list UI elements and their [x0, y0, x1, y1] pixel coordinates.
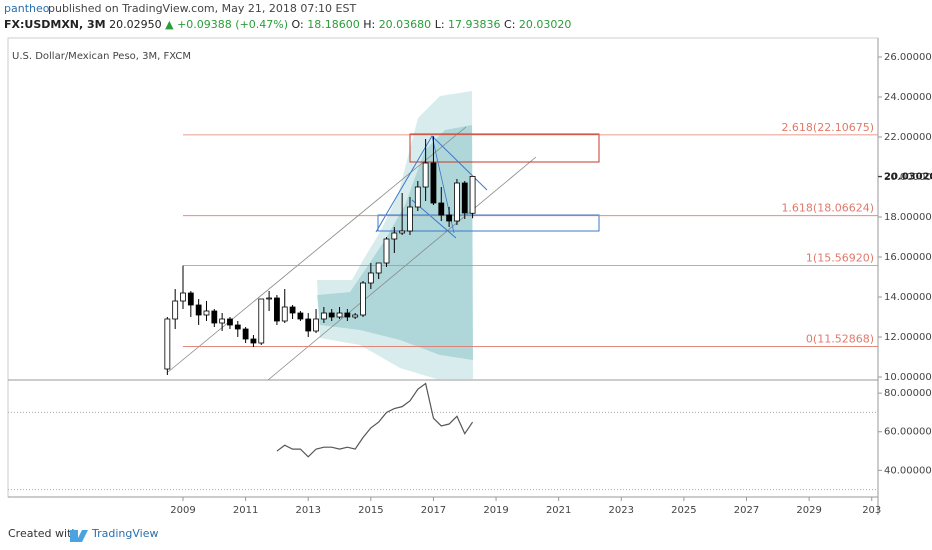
last-price-label: 20.03020 [884, 171, 932, 182]
ohlc-key: O: [292, 18, 304, 31]
forecast-cloud-inner [317, 125, 473, 360]
x-tick-label: 2019 [483, 505, 508, 516]
price: 20.02950 [109, 18, 162, 31]
candle-body [187, 292, 194, 306]
channel-line [167, 126, 467, 373]
x-tick-label: 2023 [609, 505, 634, 516]
change: ▲ +0.09388 (+0.47%) [165, 18, 288, 31]
candle-body [469, 175, 476, 214]
candle-body [367, 272, 374, 284]
author[interactable]: pantheo [4, 2, 50, 15]
x-tick-label: 2013 [296, 505, 321, 516]
rsi-line [276, 382, 474, 458]
candle-body [336, 312, 343, 318]
candle-body [164, 318, 171, 370]
fib-label: 0(11.52868) [806, 332, 874, 345]
candle-body [227, 318, 233, 326]
ohlc-key: H: [363, 18, 375, 31]
ohlc-value: 17.93836 [448, 18, 501, 31]
brand[interactable]: TradingView [91, 527, 158, 540]
x-tick-label: 203 [862, 505, 881, 516]
candle-body [234, 324, 241, 330]
ohlc-key: C: [504, 18, 515, 31]
candle-body [399, 230, 406, 234]
candle-body [242, 328, 249, 340]
symbol: FX:USDMXN, 3M [4, 18, 106, 31]
x-tick-label: 2027 [734, 505, 759, 516]
brand-logo[interactable] [70, 530, 88, 542]
candle-body [383, 238, 390, 264]
y-tick-label: 16.00000 [884, 252, 932, 263]
ohlc-key: L: [435, 18, 445, 31]
ohlc-value: 20.03680 [379, 18, 432, 31]
candle-body [274, 297, 280, 322]
candle-body [305, 318, 312, 332]
fib-label: 1(15.56920) [806, 252, 874, 265]
quote-line: FX:USDMXN, 3M 20.02950 ▲ +0.09388 (+0.47… [4, 18, 571, 31]
candle-body [407, 206, 413, 232]
y-tick-label: 18.00000 [884, 212, 932, 223]
candle-body [313, 318, 319, 332]
y-tick-label: 14.00000 [884, 292, 932, 303]
ohlc-value: 20.03020 [519, 18, 572, 31]
y2-tick-label: 40.00000 [884, 465, 932, 476]
candle-body [289, 306, 296, 314]
y-tick-label: 24.00000 [884, 92, 932, 103]
y-tick-label: 22.00000 [884, 132, 932, 143]
published: published on TradingView.com, May 21, 20… [48, 2, 356, 15]
candle-body [250, 338, 257, 344]
candle-body [391, 232, 398, 240]
x-tick-label: 2025 [671, 505, 696, 516]
candle-body [461, 182, 468, 214]
candle-body [172, 300, 179, 320]
candle-body [195, 304, 202, 316]
candle-body [180, 292, 186, 302]
y2-tick-label: 60.00000 [884, 427, 932, 438]
y2-tick-label: 80.00000 [884, 388, 932, 399]
candle-body [281, 306, 288, 322]
candle-body [320, 312, 327, 320]
candle-body [352, 314, 359, 318]
candle-body [203, 310, 210, 316]
y-tick-label: 10.00000 [884, 372, 932, 383]
created-with: Created with [8, 527, 78, 540]
candle-body [360, 282, 366, 316]
y-tick-label: 20.00000 [884, 172, 932, 183]
y-tick-label: 26.00000 [884, 52, 932, 63]
candle-body [266, 297, 272, 300]
target-box [409, 133, 600, 163]
candle-body [297, 312, 304, 320]
candle-body [258, 298, 265, 344]
quote: FX:USDMXN, 3M 20.02950 ▲ +0.09388 (+0.47… [4, 18, 571, 31]
channel-line [267, 156, 537, 381]
candle-body [344, 312, 351, 318]
candle-body [375, 262, 382, 274]
candle-body [438, 202, 445, 216]
x-tick-label: 2015 [358, 505, 383, 516]
candle-body [446, 214, 453, 222]
x-tick-label: 2017 [421, 505, 446, 516]
candle-body [422, 162, 429, 188]
candle-body [414, 186, 421, 208]
x-tick-label: 2029 [796, 505, 821, 516]
y-tick-label: 12.00000 [884, 332, 932, 343]
candle-body [454, 182, 460, 222]
chart-title: U.S. Dollar/Mexican Peso, 3M, FXCM [12, 51, 191, 62]
candle-body [211, 310, 218, 324]
candle-body [219, 318, 226, 324]
x-tick-label: 2021 [546, 505, 571, 516]
x-tick-label: 2011 [233, 505, 258, 516]
fib-label: 1.618(18.06624) [781, 202, 874, 215]
fib-label: 2.618(22.10675) [781, 121, 874, 134]
candle-body [430, 162, 437, 204]
ohlc-value: 18.18600 [307, 18, 360, 31]
x-tick-label: 2009 [170, 505, 195, 516]
candle-body [328, 312, 335, 318]
support-box [377, 214, 600, 232]
